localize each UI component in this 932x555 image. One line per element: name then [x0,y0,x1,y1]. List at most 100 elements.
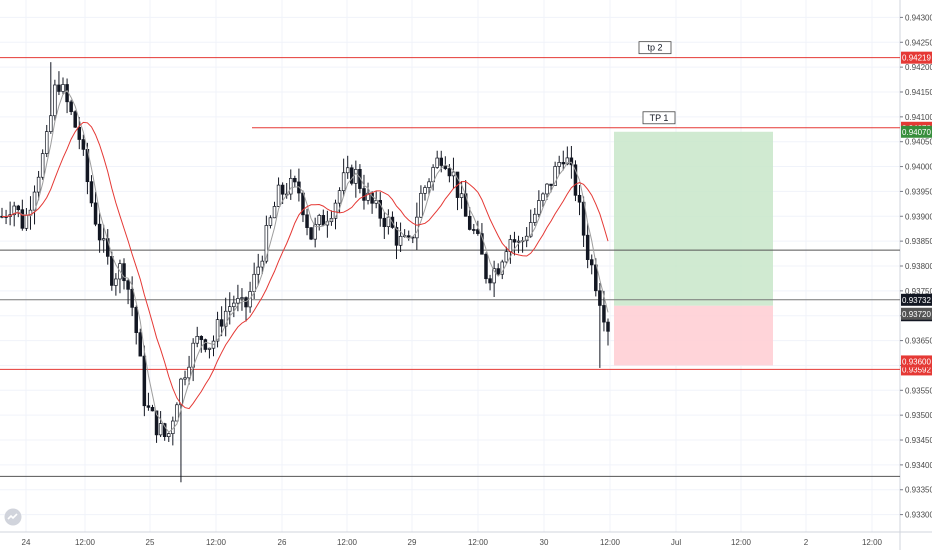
candle-body [268,217,273,226]
candle-body [183,377,187,380]
candle-body [467,215,472,230]
candle-body [97,223,102,241]
candle-body [459,193,464,198]
tp2-label-text: tp 2 [647,43,662,53]
candle-body [20,209,25,229]
candle [101,224,106,253]
candle-body [289,178,293,195]
candle-body [280,184,285,195]
y-tick-label: 0.93350 [905,486,932,495]
candle [423,185,427,201]
candle-body [537,200,541,215]
y-tick-label: 0.94150 [905,88,932,97]
candle [577,185,582,216]
candle-body [557,162,561,167]
candle [512,231,517,256]
candle-body [130,288,134,308]
candle-body [260,260,265,268]
candle [386,209,391,235]
candle-body [256,266,260,275]
candle-body [162,423,167,437]
candle-body [366,192,370,201]
candle-body [472,229,476,231]
candle [545,183,549,200]
candle [305,208,309,236]
candle [61,77,65,95]
candle-body [427,181,431,188]
candle-body [317,215,321,225]
candle-body [223,310,228,327]
candle [589,254,594,275]
candle [195,326,199,348]
candle [268,215,273,229]
candle [126,279,130,305]
candle-body [602,305,606,323]
price-tag-text: 0.93600 [902,357,931,366]
candle-body [415,216,419,239]
y-tick-label: 0.94100 [905,113,932,122]
candle [146,392,151,411]
candle-body [545,183,549,195]
candle-body [89,181,94,204]
candle [122,258,126,290]
candle-body [484,253,488,280]
y-tick-label: 0.93550 [905,386,932,395]
candle-body [345,167,350,174]
y-tick-label: 0.94050 [905,138,932,147]
y-tick-label: 0.93750 [905,287,932,296]
candle [150,404,155,412]
candle-body [447,168,452,177]
candle [134,305,138,345]
candle-body [142,355,147,407]
candle [528,209,533,238]
candle-body [553,166,557,186]
candle-body [569,157,574,166]
loss-zone [614,305,773,366]
candle-body [134,307,138,333]
candle [12,201,16,227]
candle-body [138,332,143,357]
candle [276,177,281,207]
candle-body [541,193,545,201]
candle-body [350,167,354,184]
candle-body [508,239,513,252]
candle-body [158,423,163,436]
candle-body [228,306,232,312]
candle [606,318,610,346]
candle-body [40,153,45,178]
candle-body [313,224,317,240]
candle [40,149,45,180]
candle-body [44,131,49,154]
y-tick-label: 0.93300 [905,511,932,520]
candle-body [244,297,248,308]
candle [488,274,492,291]
price-tag: 0.94219 [901,51,932,64]
candle [203,338,208,353]
candle-body [236,298,240,304]
candle-body [492,268,496,284]
candle [53,79,57,121]
candle-body [549,183,553,186]
price-tag: 0.93732 [901,293,932,306]
candle-body [573,164,578,196]
candle [272,201,277,219]
candle-body [219,319,224,327]
candle-body [419,192,423,218]
candle [44,124,49,158]
candle-body [528,222,533,237]
candle-body [252,273,256,292]
candle-body [215,319,220,342]
candle-body [504,251,509,263]
y-tick-label: 0.93400 [905,461,932,470]
candle-body [122,263,126,282]
price-tag: 0.93720 [901,307,932,320]
candle [138,328,143,357]
candle [516,235,521,254]
price-tag-bg [901,355,932,368]
candle-body [232,302,236,307]
candle [293,175,297,188]
candle-body [337,190,342,204]
